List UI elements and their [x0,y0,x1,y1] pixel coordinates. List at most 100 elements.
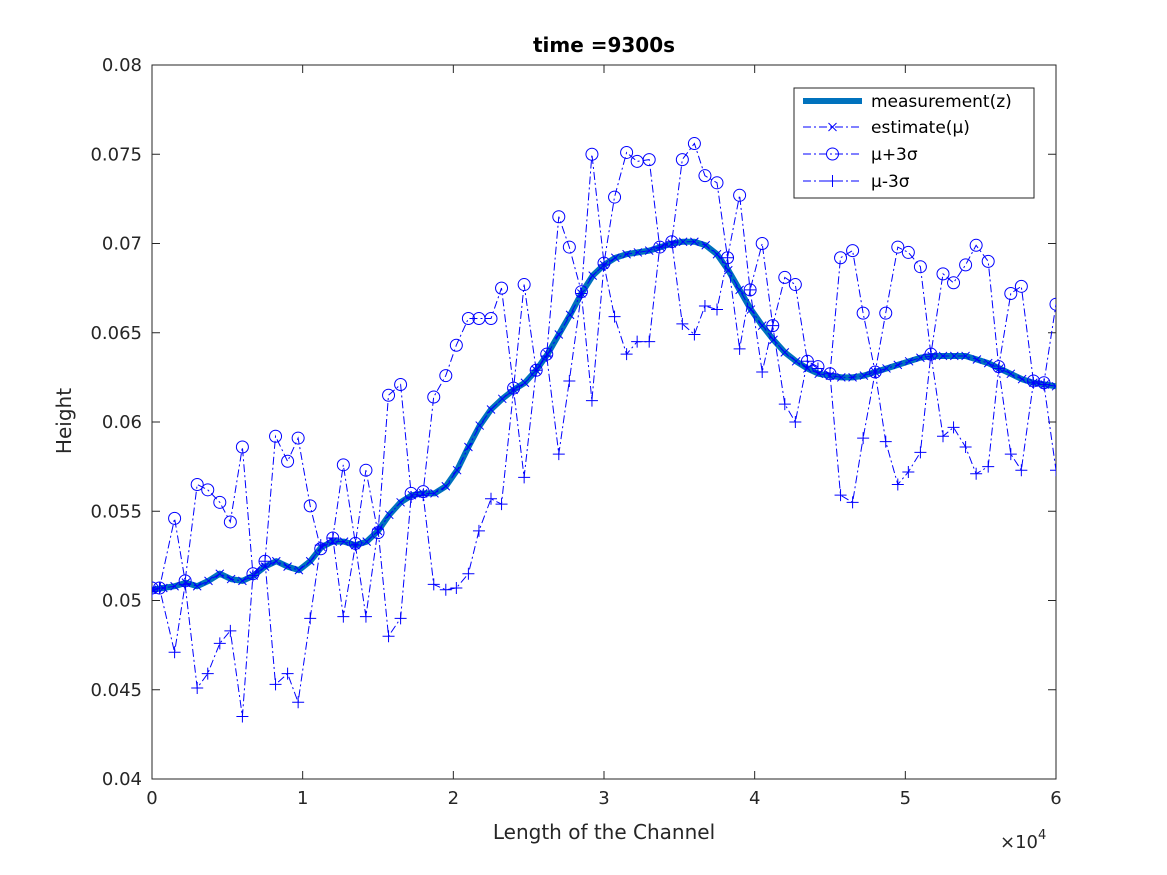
y-tick-label: 0.045 [90,680,142,701]
data-point [846,496,859,509]
data-point [947,421,960,434]
legend-marker [826,147,839,161]
data-point [427,578,440,591]
data-point [902,465,915,478]
data-point [676,317,689,330]
legend-marker [828,122,837,132]
data-point [563,374,576,387]
data-point [1015,464,1028,477]
data-point [879,435,892,448]
data-point [778,270,792,284]
data-point [961,351,970,361]
data-point [1051,381,1056,391]
data-point [620,145,634,159]
data-point [260,562,270,571]
legend-label: measurement(z) [871,92,1012,112]
data-point [678,237,688,247]
data-point [620,348,633,361]
data-point [733,342,746,355]
data-point [204,576,213,586]
data-point [735,285,744,295]
data-point [690,237,699,247]
data-point [339,537,349,546]
x-tick-label: 6 [1050,788,1061,809]
data-point [914,446,927,459]
data-point [846,244,860,258]
data-point [303,499,317,513]
data-point [608,190,622,204]
data-point [642,153,656,167]
data-point [801,355,814,368]
y-tick-label: 0.055 [90,501,142,522]
data-point [780,348,790,357]
x-tick-label: 2 [448,788,459,809]
data-point [439,583,452,596]
y-axis-label: Height [52,388,76,454]
data-point [667,239,677,248]
x-tick-label: 0 [146,788,157,809]
data-point [622,249,631,259]
data-point [755,237,769,250]
data-point [281,454,295,468]
data-point [472,524,485,537]
data-point [633,248,643,257]
series-1 [152,237,1056,595]
data-point [484,311,498,325]
series-3 [152,235,1056,723]
data-point [269,678,282,691]
data-point [1006,369,1016,379]
data-point [179,578,192,591]
data-point [791,356,801,366]
data-point [486,405,496,414]
data-point [224,624,237,637]
data-point [1004,286,1018,300]
data-point [394,378,408,392]
data-point [158,583,168,593]
data-point [721,251,734,264]
data-point [554,330,564,339]
data-point [407,490,417,500]
data-point [995,364,1004,373]
data-point [394,612,407,625]
data-point [201,483,215,497]
data-point [396,497,405,507]
data-point [824,367,836,380]
data-point [856,306,870,320]
y-tick-label: 0.04 [102,769,142,790]
data-point [317,542,326,552]
data-point [427,390,441,404]
data-point [927,351,937,361]
data-point [452,465,462,475]
data-point [746,305,756,314]
data-point [723,265,733,275]
data-point [190,477,204,491]
data-point [608,310,621,323]
data-point [441,481,451,491]
data-point [543,349,552,359]
data-point [552,210,566,224]
data-point [904,356,914,366]
data-point [744,283,757,296]
legend-label: μ+3σ [871,145,918,165]
data-point [757,321,767,330]
y-tick-label: 0.08 [102,55,142,76]
data-point [701,240,711,250]
data-point [848,373,857,382]
data-point [294,565,304,575]
y-tick-label: 0.05 [102,591,142,612]
data-point [373,526,383,536]
data-point [834,489,847,502]
x-exponent-base: ×10 [1000,832,1038,853]
data-point [585,147,599,161]
data-point [223,515,237,529]
data-point [959,440,972,453]
data-point [520,378,530,388]
y-tick-label: 0.075 [90,144,142,165]
data-point [870,367,880,377]
x-tick-label: 4 [749,788,760,809]
data-point [518,471,531,484]
x-tick-label: 5 [900,788,911,809]
data-point [891,478,904,491]
x-exponent-label: ×104 [1000,828,1046,853]
legend: measurement(z) estimate(μ) μ+3σ μ-3σ [793,87,1035,199]
